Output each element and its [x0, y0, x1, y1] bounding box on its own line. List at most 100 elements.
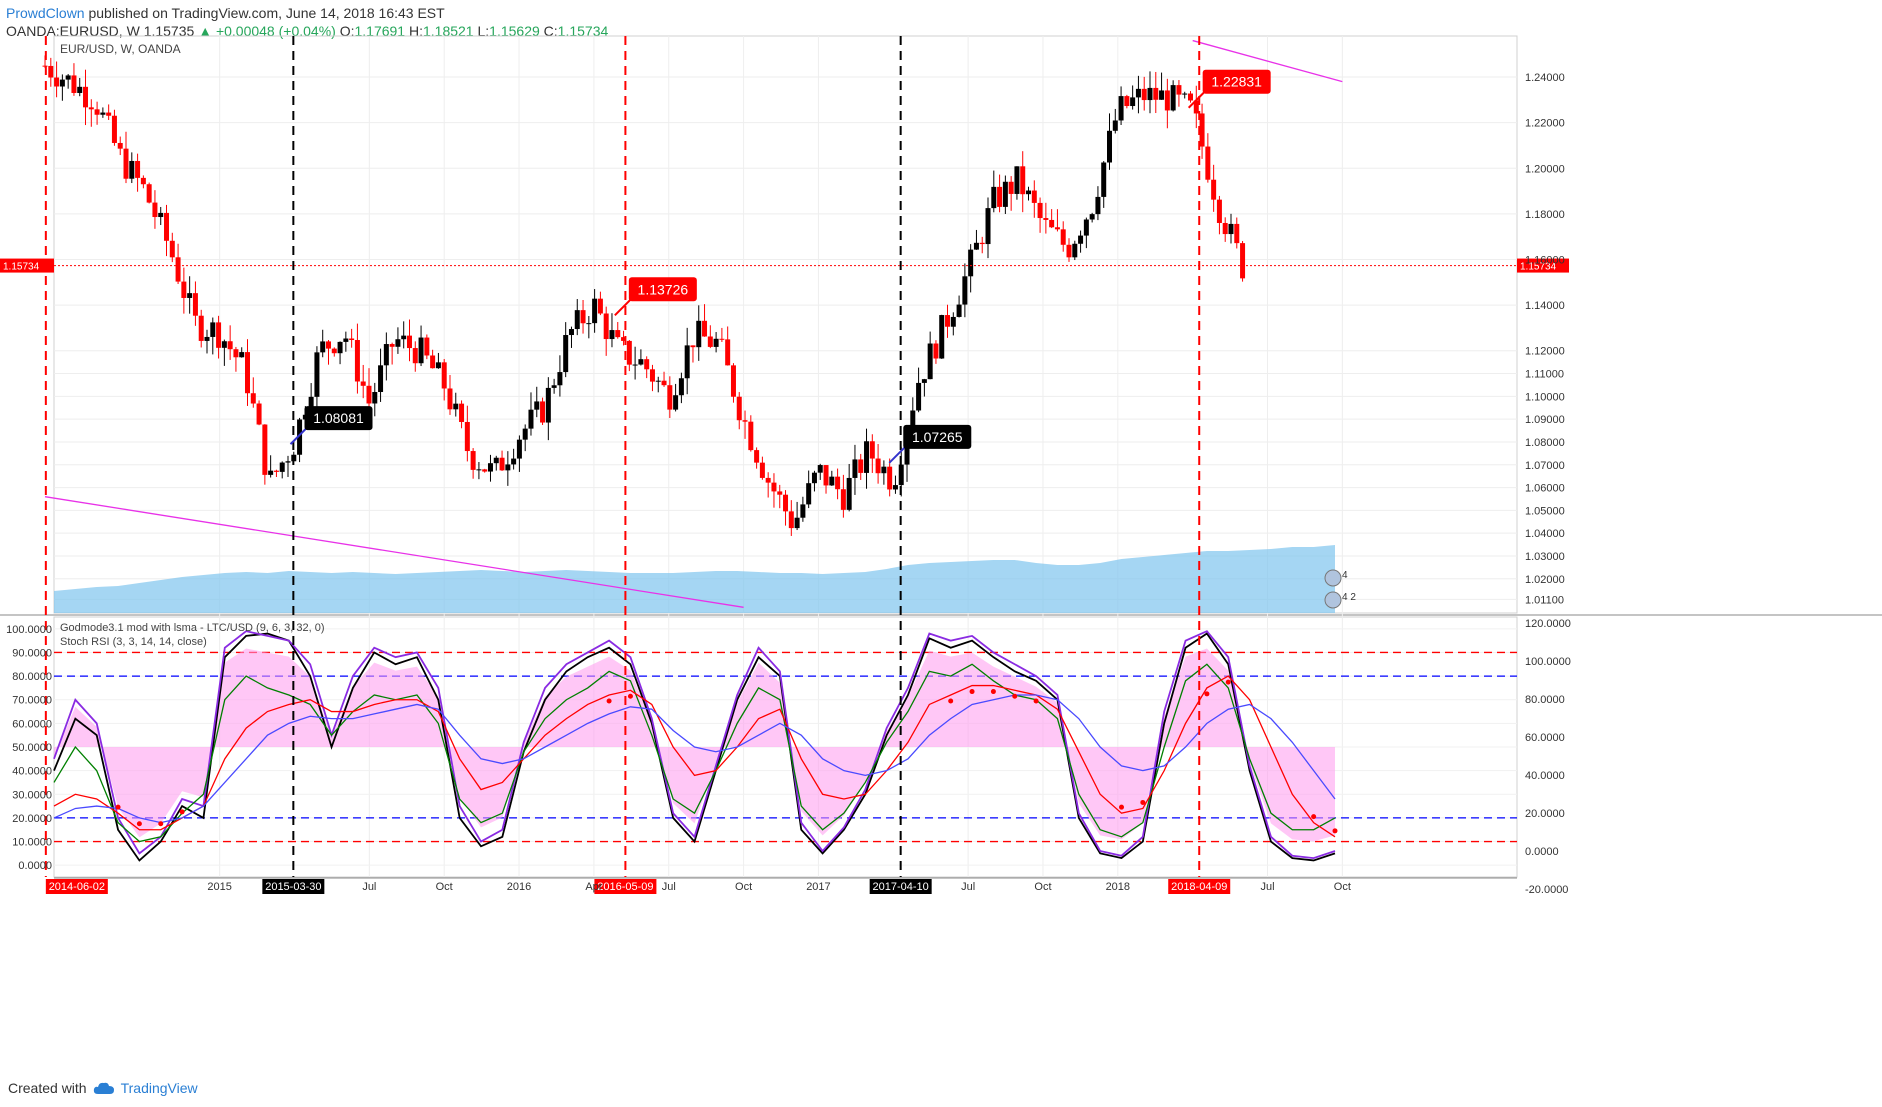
- candle-body: [331, 348, 337, 354]
- candle-body: [227, 341, 233, 350]
- high-value: 1.18521: [422, 23, 474, 39]
- tradingview-link[interactable]: TradingView: [93, 1080, 198, 1096]
- symbol-line: OANDA:EURUSD, W 1.15735 ▲ +0.00048 (+0.0…: [6, 22, 608, 40]
- candle-body: [1101, 162, 1107, 197]
- low-label: L:: [477, 23, 490, 39]
- candle-body: [1026, 190, 1032, 195]
- candle-body: [765, 477, 771, 483]
- osc-left-tick-label: 10.0000: [12, 837, 52, 849]
- candle-body: [447, 388, 453, 410]
- candle-body: [1095, 196, 1101, 215]
- osc-right-tick-label: 40.0000: [1525, 770, 1565, 782]
- signal-dot: [1140, 799, 1146, 805]
- candles: [42, 55, 1246, 536]
- candle-body: [921, 379, 927, 383]
- candle-body: [175, 257, 181, 282]
- volume-area-fill: [54, 545, 1335, 613]
- candle-body: [864, 441, 870, 473]
- time-tick-label: 2017: [806, 881, 830, 893]
- candle-body: [1187, 93, 1193, 101]
- candle-body: [1141, 88, 1147, 101]
- candle-body: [702, 320, 708, 337]
- low-value: 1.15629: [489, 23, 540, 39]
- candle-body: [470, 451, 476, 470]
- candle-body: [754, 450, 760, 463]
- candle-body: [48, 65, 54, 78]
- date-badge-text: 2014-06-02: [49, 881, 105, 893]
- created-with-text: Created with: [8, 1080, 87, 1096]
- time-tick-label: Jul: [362, 881, 376, 893]
- candle-body: [609, 330, 615, 340]
- candle-body: [239, 352, 245, 358]
- price-tick-label: 1.05000: [1525, 505, 1565, 517]
- candle-body: [418, 337, 424, 364]
- candle-body: [592, 298, 598, 324]
- candle-body: [667, 385, 673, 410]
- date-badge: [869, 879, 932, 894]
- price-label-box: [903, 424, 972, 449]
- signal-dot: [136, 821, 142, 827]
- osc-left-tick-label: 40.0000: [12, 766, 52, 778]
- osc-left-tick-label: 90.0000: [12, 647, 52, 659]
- osc-legend-text: Godmode3.1 mod with lsma - LTC/USD (9, 6…: [60, 622, 325, 634]
- candle-body: [169, 240, 175, 258]
- candle-body: [297, 419, 303, 455]
- candle-body: [534, 401, 540, 410]
- candle-body: [1164, 90, 1170, 111]
- signal-dot: [969, 689, 975, 695]
- candle-body: [378, 365, 384, 392]
- author-link[interactable]: ProwdClown: [6, 5, 85, 21]
- candle-body: [59, 79, 65, 87]
- osc-left-tick-label: 30.0000: [12, 789, 52, 801]
- candle-body: [221, 341, 227, 348]
- price-tick-label: 1.07000: [1525, 460, 1565, 472]
- osc-series-line: [53, 630, 1336, 860]
- date-badge-text: 2016-05-09: [597, 881, 653, 893]
- price-label-text: 1.13726: [638, 281, 689, 297]
- candle-body: [684, 345, 690, 379]
- candle-body: [430, 355, 436, 369]
- candle-body: [1205, 146, 1211, 180]
- candle-body: [1147, 87, 1153, 101]
- candle-body: [875, 458, 881, 474]
- candle-body: [94, 109, 100, 115]
- candle-body: [655, 380, 661, 382]
- price-label-text: 1.08081: [313, 410, 364, 426]
- signal-dot: [158, 821, 164, 827]
- time-tick-label: Jul: [662, 881, 676, 893]
- candle-body: [1135, 88, 1141, 98]
- candle-body: [840, 489, 846, 510]
- chart-svg[interactable]: 4 4 2 Godmode3.1 mod with lsma - LTC/USD …: [0, 0, 1882, 1080]
- candle-body: [256, 403, 262, 425]
- candle-body: [366, 385, 372, 404]
- candle-body: [435, 362, 441, 369]
- open-value: 1.17691: [354, 23, 406, 39]
- time-tick-label: Oct: [735, 881, 752, 893]
- candle-body: [1193, 100, 1199, 114]
- price-label-box: [304, 406, 373, 431]
- candle-body: [1228, 223, 1234, 235]
- candle-body: [563, 335, 569, 373]
- trendline: [1192, 39, 1343, 83]
- candle-body: [204, 336, 210, 341]
- osc-left-tick-label: 20.0000: [12, 813, 52, 825]
- candle-body: [1112, 120, 1118, 131]
- candle-body: [1043, 218, 1049, 220]
- candle-body: [788, 511, 794, 529]
- osc-left-tick-label: 60.0000: [12, 718, 52, 730]
- candle-body: [412, 348, 418, 364]
- candle-body: [123, 148, 129, 179]
- trendline: [44, 496, 744, 608]
- candle-body: [678, 378, 684, 396]
- candle-body: [904, 433, 910, 465]
- osc-left-tick-label: 70.0000: [12, 695, 52, 707]
- candle-body: [817, 465, 823, 473]
- price-tick-label: 1.24000: [1525, 72, 1565, 84]
- candle-body: [129, 160, 135, 179]
- price-tick-label: 1.20000: [1525, 163, 1565, 175]
- candle-body: [100, 112, 106, 115]
- candle-body: [117, 142, 123, 149]
- candle-body: [794, 517, 800, 529]
- osc-series-line: [53, 663, 1336, 843]
